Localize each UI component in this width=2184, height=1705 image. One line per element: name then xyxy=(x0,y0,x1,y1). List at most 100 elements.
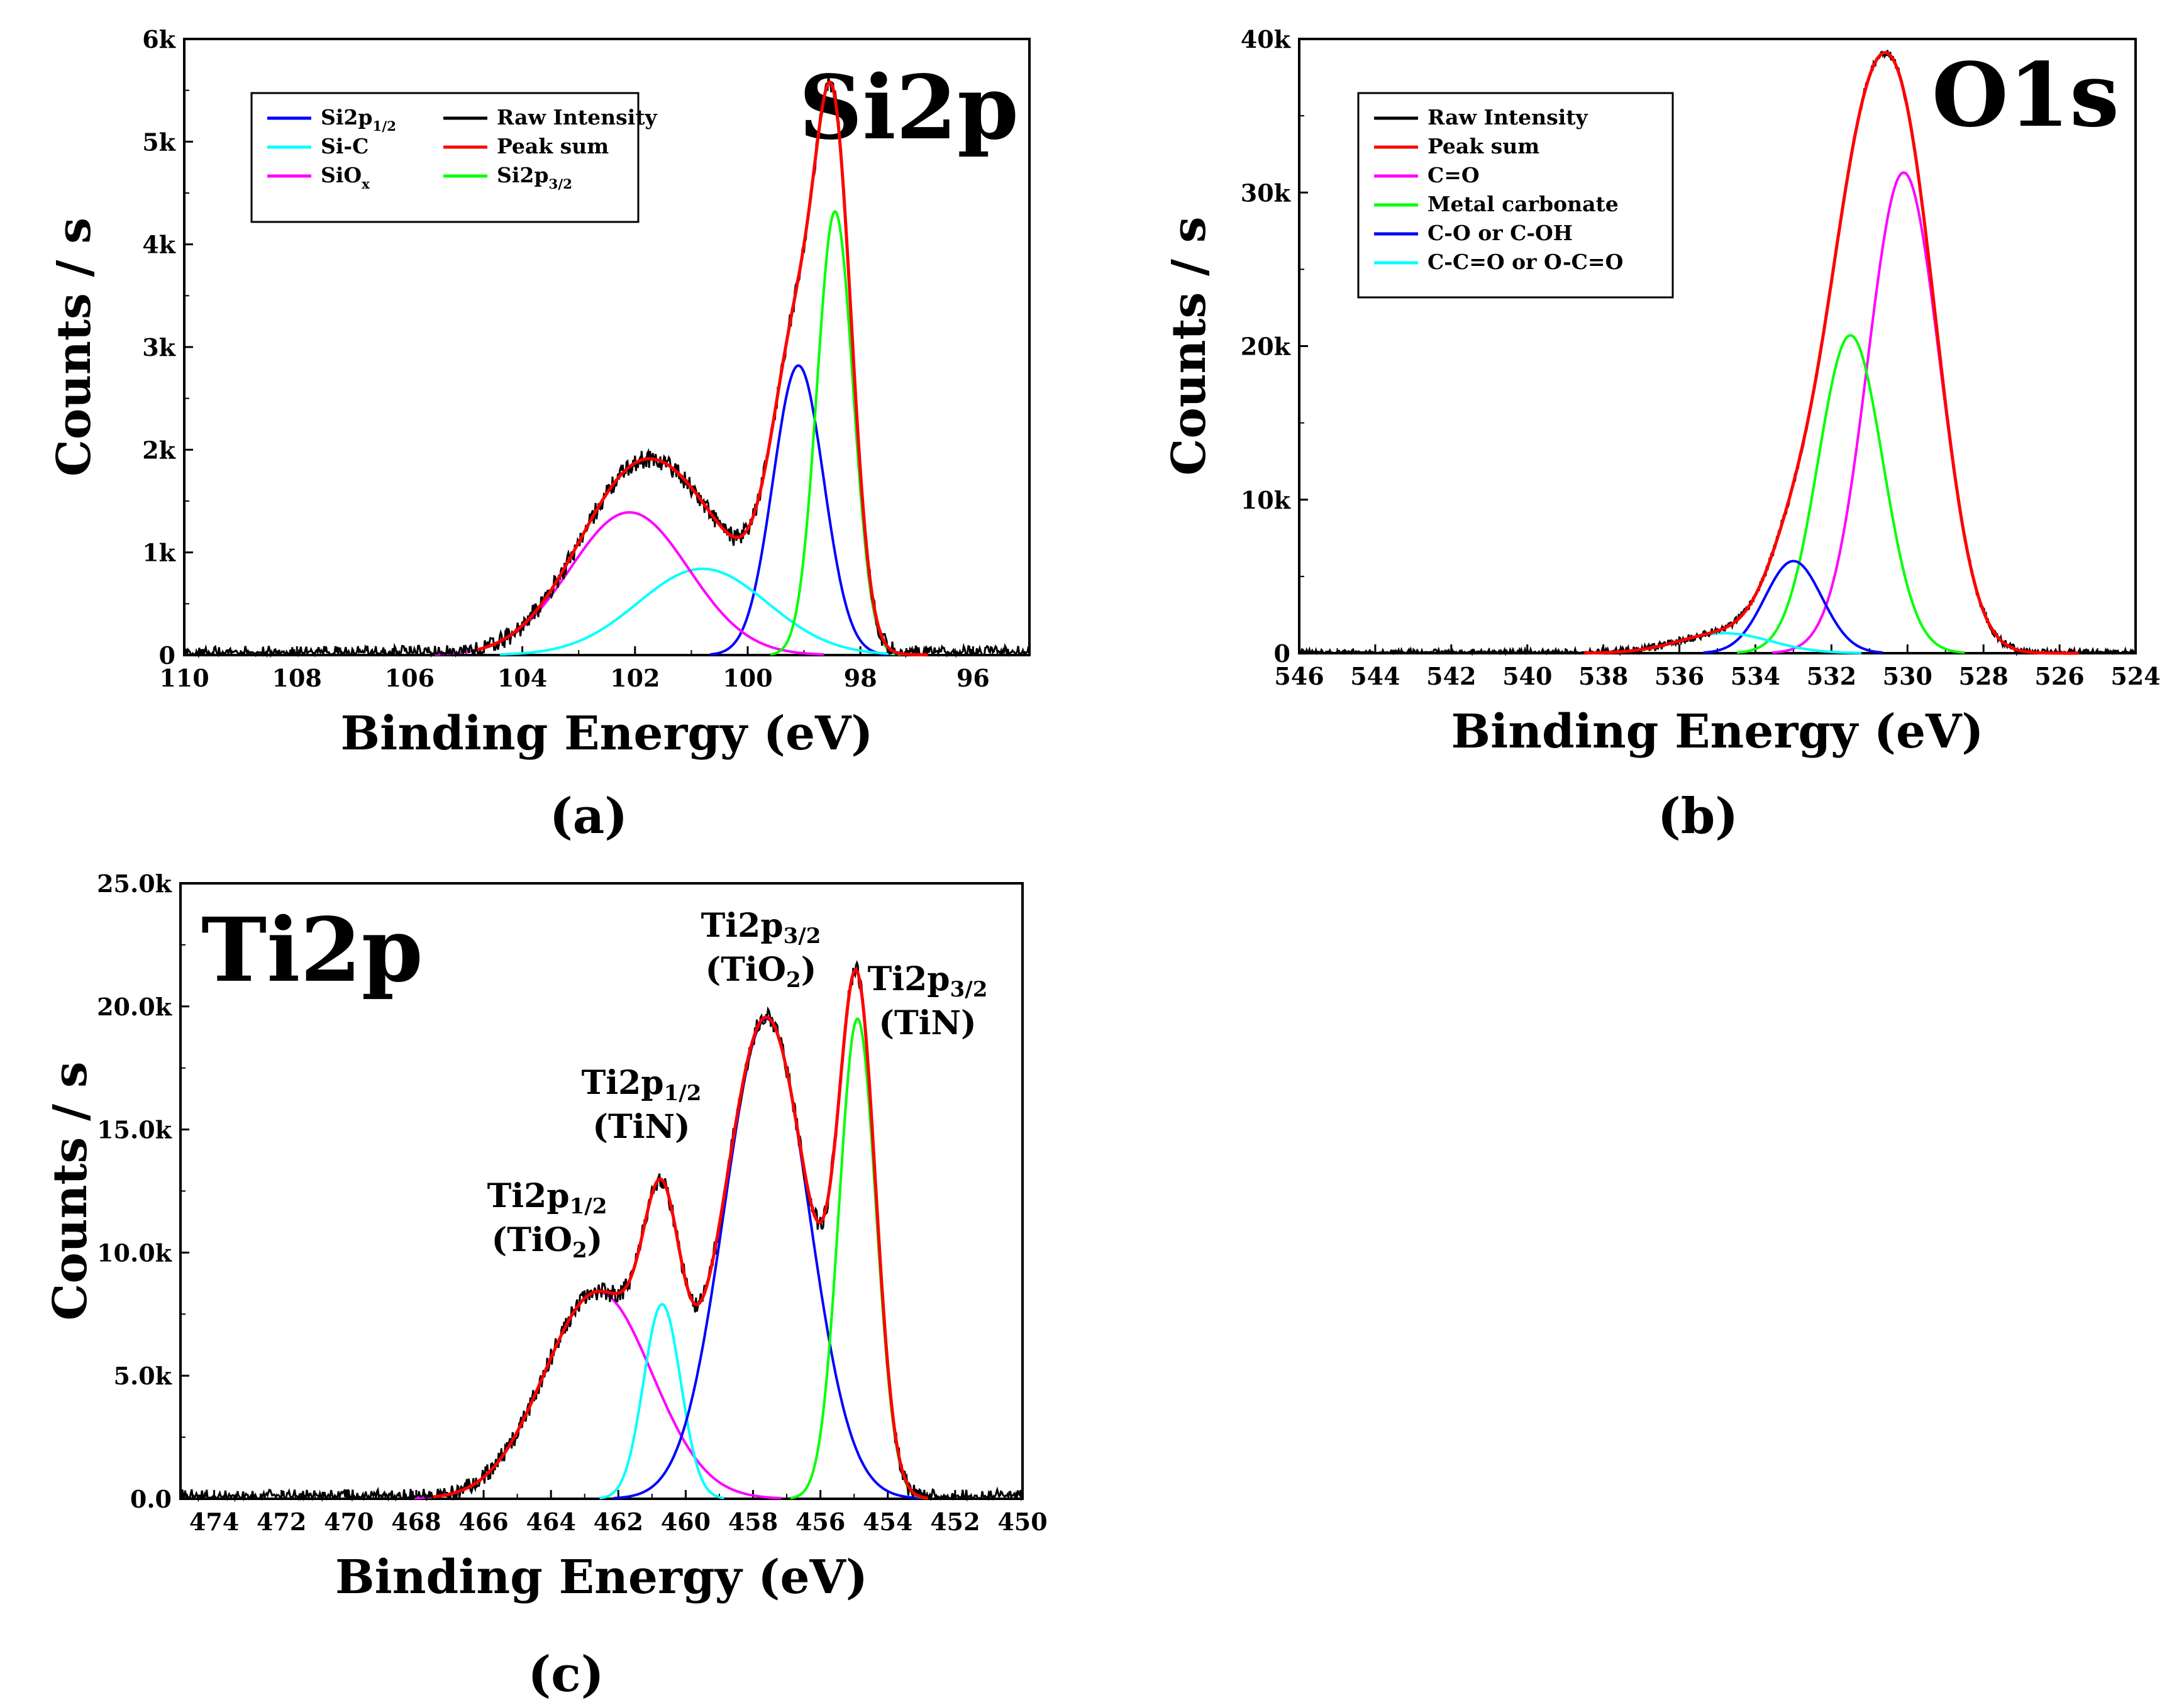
y-tick-label: 2k xyxy=(142,436,175,464)
x-tick-label: 534 xyxy=(1731,662,1780,690)
peak-annotation: Ti2p3/2(TiN) xyxy=(868,960,988,1042)
annotation-line2: (TiN) xyxy=(879,1004,976,1042)
y-tick-label: 0 xyxy=(159,641,175,670)
x-tick-label: 546 xyxy=(1274,662,1324,690)
x-tick-label: 96 xyxy=(956,664,990,692)
legend-box xyxy=(250,92,640,223)
x-tick-label: 524 xyxy=(2110,662,2160,690)
component-curve xyxy=(710,364,887,656)
x-axis-title: Binding Energy (eV) xyxy=(341,707,873,761)
peak-sum-curve xyxy=(433,968,929,1500)
panel-si2p: 110 108 106 104 102 100 98 96 0 1k 2k 3k 4k 5k 6k Bindi… xyxy=(47,25,1031,845)
peak-annotation: Ti2p1/2(TiN) xyxy=(582,1064,702,1146)
x-tick-label: 532 xyxy=(1807,662,1856,690)
component-curve xyxy=(1736,334,1965,654)
y-tick-label: 15.0k xyxy=(97,1116,172,1144)
component-curve xyxy=(499,567,906,656)
y-tick-label: 10k xyxy=(1241,486,1291,514)
x-tick-label: 458 xyxy=(728,1508,778,1536)
x-tick-label: 538 xyxy=(1578,662,1628,690)
legend-label: SiOx xyxy=(321,163,370,192)
x-tick-label: 542 xyxy=(1426,662,1476,690)
panel-letter: (a) xyxy=(550,788,628,845)
legend-label: Si2p3/2 xyxy=(497,163,572,192)
legend-label: C-O or C-OH xyxy=(1427,221,1573,245)
annotation-line1: Ti2p1/2 xyxy=(582,1064,702,1106)
y-tick-label: 5k xyxy=(142,128,175,156)
component-curve xyxy=(414,1291,782,1499)
y-axis-title: Counts / s xyxy=(43,1062,97,1321)
x-tick-label: 472 xyxy=(257,1508,306,1536)
annotation-line1: Ti2p3/2 xyxy=(868,960,988,1002)
x-tick-label: 460 xyxy=(661,1508,711,1536)
x-tick-label: 474 xyxy=(189,1508,239,1536)
legend: Raw Intensity Peak sum C=O Metal carbonate C… xyxy=(1357,92,1674,299)
panel-letter: (c) xyxy=(528,1646,604,1703)
x-tick-label: 470 xyxy=(324,1508,374,1536)
x-tick-label: 104 xyxy=(497,664,547,692)
x-tick-label: 530 xyxy=(1883,662,1932,690)
y-tick-label: 10.0k xyxy=(97,1239,172,1267)
x-tick-label: 526 xyxy=(2034,662,2084,690)
y-tick-label: 20.0k xyxy=(97,993,172,1021)
x-axis-title: Binding Energy (eV) xyxy=(335,1550,868,1604)
legend-label: Si2p1/2 xyxy=(321,105,396,135)
x-tick-label: 98 xyxy=(844,664,877,692)
peak-sum-curve xyxy=(1584,51,2079,655)
y-tick-label: 0.0 xyxy=(130,1485,172,1513)
component-curve xyxy=(790,1017,925,1499)
x-tick-label: 454 xyxy=(863,1508,912,1536)
x-tick-label: 544 xyxy=(1350,662,1400,690)
legend-label: Peak sum xyxy=(1427,134,1539,158)
panel-letter: (b) xyxy=(1658,788,1738,845)
peak-annotation: Ti2p1/2(TiO2) xyxy=(487,1177,607,1263)
x-tick-label: 106 xyxy=(385,664,435,692)
y-tick-label: 5.0k xyxy=(114,1362,172,1390)
y-tick-label: 0 xyxy=(1274,639,1290,668)
legend-label: C=O xyxy=(1427,163,1480,187)
legend-label: Peak sum xyxy=(497,134,609,158)
x-tick-label: 100 xyxy=(723,664,772,692)
y-axis-title: Counts / s xyxy=(47,218,101,477)
component-curve xyxy=(1703,560,1883,654)
x-tick-label: 536 xyxy=(1655,662,1704,690)
x-tick-label: 450 xyxy=(997,1508,1047,1536)
y-tick-label: 30k xyxy=(1241,179,1291,207)
panel-title: Ti2p xyxy=(201,899,423,1002)
legend-label: C-C=O or O-C=O xyxy=(1427,250,1623,274)
annotation-line2: (TiO2) xyxy=(706,951,817,993)
x-tick-label: 108 xyxy=(272,664,322,692)
x-tick-label: 456 xyxy=(795,1508,845,1536)
y-tick-label: 4k xyxy=(142,231,175,259)
peak-annotation: Ti2p3/2(TiO2) xyxy=(701,907,821,993)
legend: Si2p1/2Si-C SiOx Raw Intensity Peak sum Si2p… xyxy=(250,92,657,223)
annotation-line1: Ti2p1/2 xyxy=(487,1177,607,1219)
panel-title: Si2p xyxy=(799,57,1019,160)
y-tick-label: 25.0k xyxy=(97,869,172,898)
y-tick-label: 6k xyxy=(142,25,175,53)
legend-label: Metal carbonate xyxy=(1427,192,1619,216)
x-tick-label: 462 xyxy=(594,1508,643,1536)
panel-ti2p: 474 472 470 468 466 464 462 460 458 456 454 452 450 0… xyxy=(43,869,1048,1703)
component-curve xyxy=(770,209,901,656)
x-tick-label: 540 xyxy=(1502,662,1552,690)
y-tick-label: 20k xyxy=(1241,333,1291,361)
annotation-line2: (TiO2) xyxy=(492,1221,603,1263)
y-tick-label: 40k xyxy=(1241,25,1291,53)
annotation-line2: (TiN) xyxy=(592,1108,690,1146)
panel-title: O1s xyxy=(1932,44,2119,147)
x-tick-label: 102 xyxy=(610,664,660,692)
y-tick-label: 1k xyxy=(142,539,175,567)
x-tick-label: 464 xyxy=(526,1508,575,1536)
x-tick-label: 452 xyxy=(930,1508,980,1536)
y-tick-label: 3k xyxy=(142,333,175,361)
annotation-line1: Ti2p3/2 xyxy=(701,907,821,949)
panel-o1s: 546 544 542 540 538 536 534 532 530 528 526 524 0 10k… xyxy=(1162,25,2161,845)
x-tick-label: 528 xyxy=(1959,662,2009,690)
x-tick-label: 110 xyxy=(159,664,209,692)
legend-label: Raw Intensity xyxy=(497,105,657,130)
x-axis-title: Binding Energy (eV) xyxy=(1451,705,1984,759)
x-tick-label: 466 xyxy=(458,1508,508,1536)
component-curve xyxy=(599,1303,724,1499)
